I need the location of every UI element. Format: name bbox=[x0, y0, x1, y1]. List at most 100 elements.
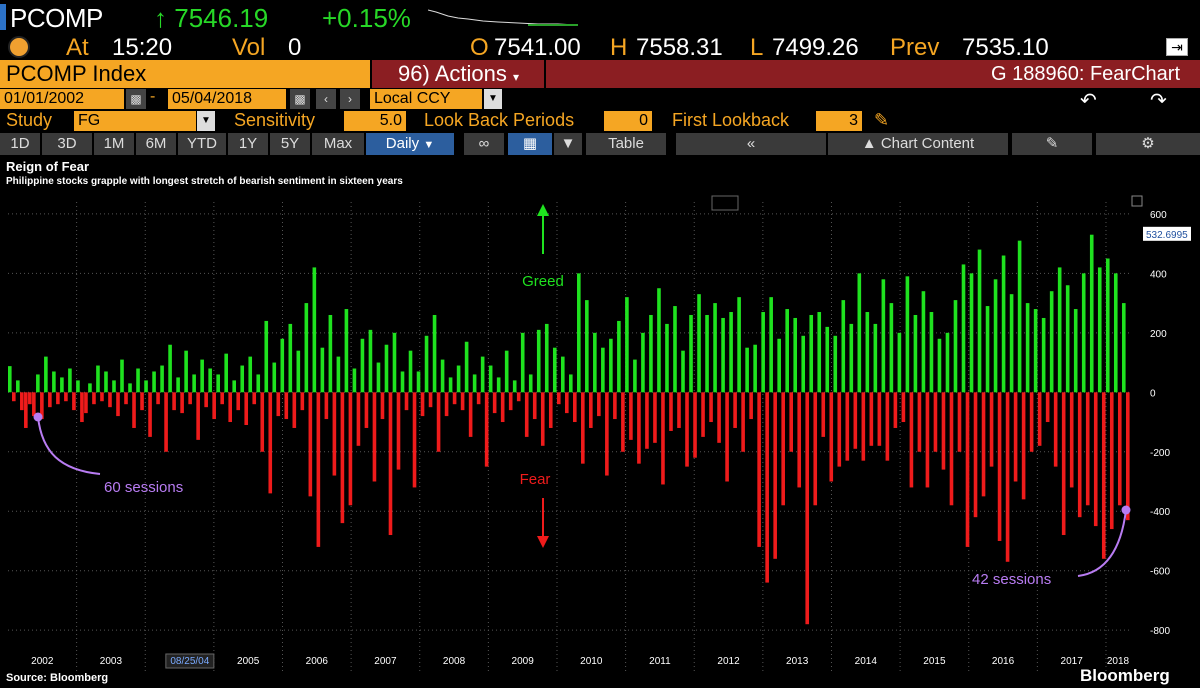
tab-6m[interactable]: 6M bbox=[136, 133, 176, 155]
fear-bar bbox=[597, 392, 601, 417]
currency-dropdown-icon[interactable]: ▼ bbox=[484, 89, 502, 109]
settings-gear-icon[interactable]: ⚙ bbox=[1096, 133, 1200, 155]
fear-bar bbox=[508, 392, 513, 411]
fear-bar bbox=[228, 392, 232, 423]
greed-bar bbox=[1017, 240, 1022, 393]
calendar-icon[interactable]: ▩ bbox=[126, 89, 146, 109]
fear-bar bbox=[340, 392, 345, 524]
fear-bar bbox=[292, 392, 297, 428]
currency-select[interactable]: Local CCY bbox=[370, 89, 482, 109]
fear-bar bbox=[80, 392, 84, 423]
greed-bar bbox=[737, 297, 741, 393]
fear-bar bbox=[757, 392, 761, 547]
fear-bar bbox=[64, 392, 68, 402]
collapse-icon[interactable]: « bbox=[676, 133, 826, 155]
line-chart-icon[interactable]: ∞ bbox=[464, 133, 504, 155]
sensitivity-field[interactable]: 5.0 bbox=[344, 111, 406, 131]
redo-icon[interactable]: ↷ bbox=[1150, 90, 1167, 112]
fear-bar bbox=[148, 392, 152, 437]
fear-bar bbox=[484, 392, 489, 467]
table-button[interactable]: Table bbox=[586, 133, 666, 155]
edit-icon[interactable]: ✎ bbox=[1012, 133, 1092, 155]
greed-bar bbox=[336, 356, 341, 393]
fear-bar bbox=[629, 392, 633, 440]
chart-widget-icon bbox=[711, 195, 739, 211]
fear-bar bbox=[548, 392, 553, 428]
fear-bar bbox=[965, 392, 970, 547]
last-price: ↑ 7546.19 bbox=[154, 3, 268, 34]
greed-bar bbox=[841, 300, 846, 393]
tab-5y[interactable]: 5Y bbox=[270, 133, 310, 155]
fear-bar bbox=[252, 392, 257, 405]
fear-bar bbox=[1077, 392, 1082, 518]
greed-bar bbox=[248, 356, 253, 393]
fear-bar bbox=[877, 392, 882, 446]
greed-bar bbox=[1081, 273, 1086, 393]
greed-arrowhead bbox=[537, 204, 549, 216]
greed-bar bbox=[52, 371, 56, 393]
greed-bar bbox=[793, 317, 798, 393]
greed-bar bbox=[400, 371, 405, 393]
greed-bar bbox=[625, 297, 629, 393]
greed-bar bbox=[384, 344, 389, 393]
vol-value: 0 bbox=[288, 34, 302, 61]
greed-bar bbox=[320, 347, 325, 393]
fear-bar bbox=[933, 392, 938, 452]
chart-type-dropdown-icon[interactable]: ▼ bbox=[554, 133, 582, 155]
fear-bar bbox=[1101, 392, 1106, 559]
tab-3d[interactable]: 3D bbox=[42, 133, 92, 155]
fear-bar bbox=[492, 392, 497, 414]
pencil-icon[interactable]: ✎ bbox=[874, 110, 890, 130]
tab-1y[interactable]: 1Y bbox=[228, 133, 268, 155]
greed-bar bbox=[945, 332, 950, 393]
greed-bar bbox=[705, 314, 709, 393]
start-date-field[interactable]: 01/01/2002 bbox=[0, 89, 124, 109]
calendar-icon[interactable]: ▩ bbox=[290, 89, 310, 109]
study-field[interactable]: FG bbox=[74, 111, 196, 131]
greed-bar bbox=[272, 362, 277, 393]
prev-period-icon[interactable]: ‹ bbox=[316, 89, 336, 109]
undo-icon[interactable]: ↶ bbox=[1080, 90, 1097, 112]
greed-bar bbox=[16, 380, 20, 393]
fear-bar bbox=[196, 392, 200, 440]
fear-greed-chart[interactable]: 600 400 200 0 -200 -400 -600 -800 532.6995 2002 2… bbox=[0, 192, 1200, 688]
fear-bar bbox=[725, 392, 729, 482]
x-tick-label: 2016 bbox=[992, 656, 1015, 667]
end-date-field[interactable]: 05/04/2018 bbox=[168, 89, 286, 109]
open-value: 7541.00 bbox=[494, 34, 581, 61]
greed-bar bbox=[825, 326, 830, 393]
security-field[interactable]: PCOMP Index bbox=[0, 60, 370, 88]
greed-bar bbox=[144, 380, 148, 393]
greed-bar bbox=[256, 374, 261, 393]
greed-bar bbox=[488, 365, 493, 393]
export-icon[interactable]: ⇥ bbox=[1166, 38, 1188, 56]
tab-max[interactable]: Max bbox=[312, 133, 364, 155]
bar-chart-icon[interactable]: ▦ bbox=[508, 133, 552, 155]
fear-bar bbox=[573, 392, 577, 423]
x-tick-label: 2005 bbox=[237, 656, 260, 667]
fear-bar bbox=[741, 392, 745, 452]
tab-ytd[interactable]: YTD bbox=[178, 133, 226, 155]
frequency-select[interactable]: Daily ▼ bbox=[366, 133, 454, 155]
tab-1d[interactable]: 1D bbox=[0, 133, 40, 155]
greed-bar bbox=[168, 344, 172, 393]
actions-menu[interactable]: 96) Actions ▾ bbox=[372, 60, 544, 88]
fear-bar bbox=[476, 392, 481, 405]
next-period-icon[interactable]: › bbox=[340, 89, 360, 109]
greed-bar bbox=[152, 371, 156, 393]
fear-bar bbox=[124, 392, 128, 405]
greed-bar bbox=[729, 312, 733, 393]
fear-bar bbox=[364, 392, 369, 428]
fear-bar bbox=[48, 392, 52, 408]
greed-label: Greed bbox=[522, 273, 564, 290]
chart-content-button[interactable]: ▲ Chart Content bbox=[828, 133, 1008, 155]
lookback-field[interactable]: 0 bbox=[604, 111, 652, 131]
tab-1m[interactable]: 1M bbox=[94, 133, 134, 155]
ticker-symbol[interactable]: PCOMP bbox=[10, 3, 103, 33]
first-lookback-field[interactable]: 3 bbox=[816, 111, 862, 131]
greed-bar bbox=[577, 273, 581, 393]
study-dropdown-icon[interactable]: ▼ bbox=[197, 111, 215, 131]
fear-bar bbox=[524, 392, 529, 437]
fear-bar bbox=[308, 392, 313, 497]
study-label: Study bbox=[6, 110, 53, 130]
